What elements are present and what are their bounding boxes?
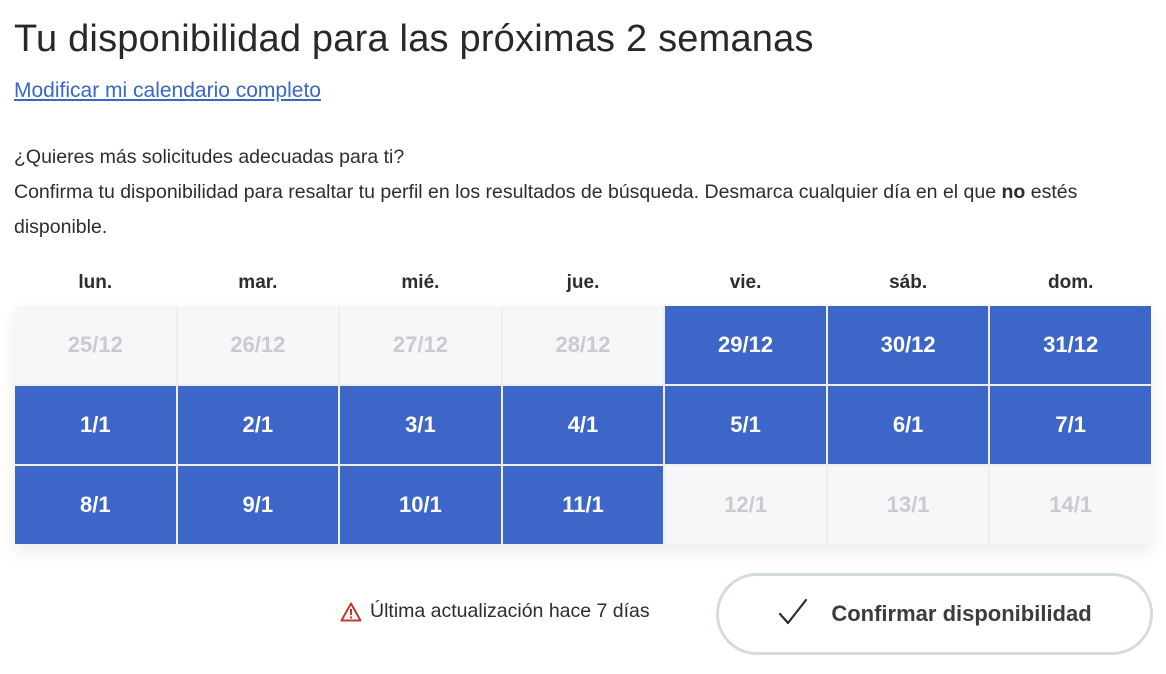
weekday-thu: jue. xyxy=(566,272,600,293)
weekday-fri: vie. xyxy=(729,272,762,293)
day-cell[interactable]: 8/1 xyxy=(15,466,176,544)
day-cell[interactable]: 5/1 xyxy=(665,386,826,464)
intro-text: ¿Quieres más solicitudes adecuadas para … xyxy=(14,140,1144,245)
instructions-part-2: estés disponible. xyxy=(14,181,1078,238)
weekday-wed: mié. xyxy=(401,272,440,293)
check-icon xyxy=(777,597,809,632)
day-cell[interactable]: 13/1 xyxy=(827,466,989,544)
day-cell[interactable]: 7/1 xyxy=(990,386,1151,464)
day-cell[interactable]: 14/1 xyxy=(990,466,1151,544)
intro-instructions: Confirma tu disponibilidad para resaltar… xyxy=(14,175,1144,245)
warning-triangle-icon xyxy=(340,602,362,622)
day-cell[interactable]: 6/1 xyxy=(827,386,989,464)
weekday-tue: mar. xyxy=(238,272,278,293)
day-cell[interactable]: 2/1 xyxy=(177,386,339,464)
day-cell[interactable]: 12/1 xyxy=(665,466,826,544)
weekday-mon: lun. xyxy=(78,272,113,293)
day-cell[interactable]: 4/1 xyxy=(502,386,664,464)
instructions-part-1: Confirma tu disponibilidad para resaltar… xyxy=(14,181,1002,203)
day-cell[interactable]: 28/12 xyxy=(502,306,664,384)
day-cell[interactable]: 30/12 xyxy=(827,306,989,384)
day-cell[interactable]: 1/1 xyxy=(15,386,176,464)
day-cell[interactable]: 25/12 xyxy=(15,306,176,384)
day-cell[interactable]: 31/12 xyxy=(990,306,1151,384)
day-cell[interactable]: 29/12 xyxy=(665,306,826,384)
instructions-bold-word: no xyxy=(1001,181,1026,203)
weekday-header: lun. mar. mié. jue. vie. sáb. dom. xyxy=(15,272,1151,294)
last-update-text: Última actualización hace 7 días xyxy=(370,600,650,622)
day-cell[interactable]: 11/1 xyxy=(502,466,664,544)
availability-grid: 25/12 26/12 27/12 28/12 29/12 30/12 31/1… xyxy=(15,306,1151,544)
modify-calendar-link[interactable]: Modificar mi calendario completo xyxy=(14,79,321,102)
last-update-status: Última actualización hace 7 días xyxy=(340,600,650,623)
day-cell[interactable]: 3/1 xyxy=(340,386,501,464)
page-title: Tu disponibilidad para las próximas 2 se… xyxy=(14,18,814,60)
weekday-sun: dom. xyxy=(1048,272,1094,293)
weekday-sat: sáb. xyxy=(889,272,928,293)
day-cell[interactable]: 10/1 xyxy=(340,466,501,544)
confirm-availability-button[interactable]: Confirmar disponibilidad xyxy=(716,573,1153,655)
day-cell[interactable]: 26/12 xyxy=(177,306,339,384)
intro-question: ¿Quieres más solicitudes adecuadas para … xyxy=(14,146,405,168)
day-cell[interactable]: 27/12 xyxy=(340,306,501,384)
confirm-label: Confirmar disponibilidad xyxy=(831,601,1092,626)
day-cell[interactable]: 9/1 xyxy=(177,466,339,544)
